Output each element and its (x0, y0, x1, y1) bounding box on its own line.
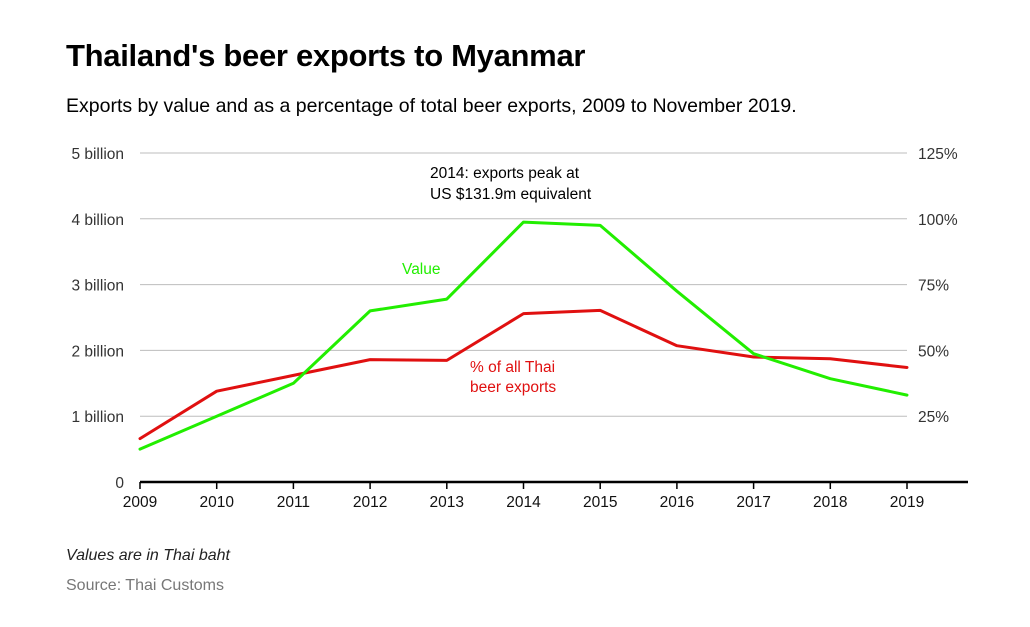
x-tick-label: 2011 (277, 494, 310, 511)
chart-annotations: Value % of all Thai beer exports 2014: expo… (402, 165, 592, 396)
x-tick-label: 2014 (506, 494, 541, 511)
y-left-tick-label: 2 billion (71, 343, 124, 360)
x-tick-label: 2016 (660, 494, 694, 511)
footnote: Values are in Thai baht (66, 547, 230, 564)
y-right-tick-label: 75% (918, 278, 949, 295)
value-series-line (138, 220, 909, 451)
source-credit: Source: Thai Customs (66, 577, 224, 594)
peak-annotation: 2014: exports peak at (430, 165, 580, 182)
x-tick-label: 2019 (890, 494, 924, 511)
y-left-tick-label: 5 billion (71, 146, 124, 163)
x-tick-label: 2015 (583, 494, 617, 511)
chart-title: Thailand's beer exports to Myanmar (66, 38, 586, 73)
percentage-series-label: % of all Thai (470, 359, 555, 376)
gridlines (140, 152, 907, 417)
x-tick-label: 2017 (736, 494, 770, 511)
axes: 0 1 billion 2 billion 3 billion 4 billion 5 b… (71, 146, 968, 511)
percentage-series-line (138, 308, 909, 441)
y-right-tick-label: 25% (918, 409, 949, 426)
x-tick-label: 2013 (430, 494, 464, 511)
y-left-tick-label: 0 (115, 475, 124, 492)
x-tick-label: 2018 (813, 494, 847, 511)
y-left-tick-label: 1 billion (71, 409, 124, 426)
y-left-tick-label: 4 billion (71, 212, 124, 229)
y-left-tick-label: 3 billion (71, 278, 124, 295)
x-tick-label: 2010 (199, 494, 234, 511)
percentage-series-label: beer exports (470, 379, 556, 396)
x-tick-label: 2009 (123, 494, 157, 511)
chart-subtitle: Exports by value and as a percentage of … (66, 95, 797, 117)
peak-annotation: US $131.9m equivalent (430, 186, 592, 203)
x-tick-label: 2012 (353, 494, 387, 511)
y-right-tick-label: 100% (918, 212, 958, 229)
series-lines (138, 220, 909, 451)
y-right-tick-label: 50% (918, 343, 949, 360)
value-series-label: Value (402, 261, 441, 278)
y-right-tick-label: 125% (918, 146, 958, 163)
